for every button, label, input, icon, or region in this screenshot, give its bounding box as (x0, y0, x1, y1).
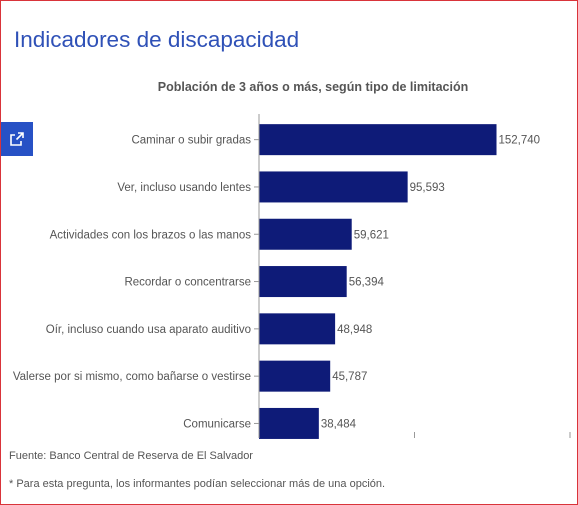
data-label: 95,593 (410, 182, 445, 194)
data-label: 45,787 (332, 371, 367, 383)
data-label: 152,740 (499, 135, 541, 147)
data-label: 38,484 (321, 418, 357, 430)
category-label: Oír, incluso cuando usa aparato auditivo (46, 324, 251, 336)
footnote: * Para esta pregunta, los informantes po… (9, 478, 386, 490)
category-label: Ver, incluso usando lentes (117, 182, 251, 194)
data-label: 48,948 (337, 324, 372, 336)
bar (259, 171, 408, 203)
source-note: Fuente: Banco Central de Reserva de El S… (9, 450, 253, 462)
category-label: Recordar o concentrarse (124, 277, 251, 289)
external-share-icon (10, 132, 24, 146)
bar (259, 407, 319, 439)
category-label: Actividades con los brazos o las manos (50, 229, 252, 241)
category-label: Comunicarse (183, 418, 251, 430)
category-label: Valerse por si mismo, como bañarse o ves… (13, 371, 251, 383)
category-label: Caminar o subir gradas (131, 135, 251, 147)
bar (259, 313, 336, 345)
share-button[interactable] (1, 122, 33, 156)
bar (259, 266, 347, 298)
bar (259, 124, 497, 156)
bar (259, 218, 352, 250)
data-label: 56,394 (349, 277, 385, 289)
data-label: 59,621 (354, 229, 389, 241)
chart-title: Población de 3 años o más, según tipo de… (157, 80, 469, 94)
page-title: Indicadores de discapacidad (14, 27, 300, 52)
bar-chart: Caminar o subir gradas 152,740 Ver, inclus… (13, 114, 571, 439)
bar (259, 360, 331, 392)
